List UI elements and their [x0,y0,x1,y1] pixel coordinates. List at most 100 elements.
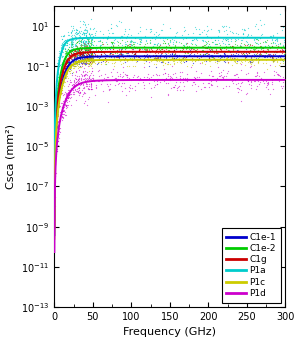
Point [79,46,84,51]
Point [189,37,194,43]
Point [76,50,81,56]
Point [71,63,76,69]
Point [67,87,72,93]
Point [73,36,78,42]
Point [239,98,244,104]
Point [85,48,90,53]
Point [146,63,151,68]
Point [256,73,261,78]
Point [218,46,223,52]
Point [213,48,218,53]
Point [60,69,64,74]
Point [74,80,79,85]
Point [206,52,210,57]
Point [233,60,238,66]
Point [65,40,70,46]
Point [87,55,92,61]
Point [91,57,95,62]
Point [55,133,60,138]
Point [184,40,189,45]
Point [64,60,69,66]
Point [174,55,179,60]
Point [70,57,75,62]
Point [244,49,249,55]
Point [88,81,93,86]
Point [226,41,230,47]
Point [138,44,142,50]
Point [139,39,143,44]
Point [168,25,172,31]
Point [208,83,213,88]
Point [172,47,176,53]
Point [54,116,58,121]
Point [71,57,76,63]
Point [130,57,135,63]
Point [56,54,61,59]
Point [59,83,64,89]
Point [80,54,84,59]
Point [73,59,78,64]
Point [236,31,241,37]
Point [184,46,189,51]
Point [71,61,76,67]
Point [194,48,198,53]
Point [216,58,221,63]
Point [54,120,59,125]
Point [181,58,185,64]
Point [158,55,162,60]
Point [155,46,160,51]
Point [105,52,110,58]
Point [275,41,280,47]
Point [228,51,233,57]
Point [55,102,60,107]
Point [62,74,67,79]
Point [201,38,206,43]
Point [58,52,63,57]
Point [70,61,75,67]
Point [98,43,103,48]
Point [67,63,72,68]
Point [206,84,211,90]
Point [79,40,83,45]
Point [164,58,169,63]
Point [110,67,115,72]
Point [189,46,194,51]
Point [249,32,254,38]
Point [239,26,244,31]
Point [69,86,74,91]
Point [90,57,94,62]
Point [69,39,74,45]
Point [82,85,86,91]
Point [231,44,236,49]
Point [215,50,220,56]
Point [151,55,156,61]
Point [77,38,82,44]
Point [70,62,75,68]
Point [87,81,92,87]
Point [75,51,80,56]
Point [86,43,91,48]
Point [74,69,78,74]
Point [214,60,219,66]
Point [169,75,173,80]
Point [96,78,101,83]
Point [158,51,163,57]
Point [129,42,134,48]
Point [124,57,129,62]
Point [88,60,93,66]
Point [62,91,67,97]
Point [122,39,127,45]
Point [80,39,85,45]
Point [124,76,129,82]
Point [124,42,128,47]
Point [98,59,103,64]
Point [220,23,224,29]
Point [68,56,73,61]
Point [56,98,61,104]
Point [239,87,244,93]
Point [85,42,90,47]
Point [104,37,109,42]
Point [88,55,92,60]
Point [62,97,67,103]
Point [89,59,94,64]
